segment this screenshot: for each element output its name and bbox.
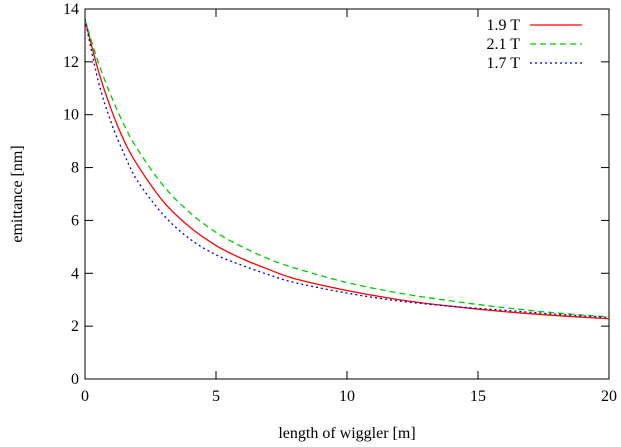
y-axis-label: emittance [nm] [9,145,26,242]
series-line-1 [84,19,610,320]
y-tick-label: 6 [71,212,79,229]
legend-label-2: 2.1 T [487,36,521,53]
y-tick-label: 14 [63,1,79,18]
x-tick-label: 20 [601,388,617,405]
y-tick-label: 4 [71,265,79,282]
x-tick-label: 0 [81,388,89,405]
y-tick-label: 10 [63,107,79,124]
y-tick-label: 12 [63,54,79,71]
x-tick-label: 5 [212,388,220,405]
x-tick-label: 15 [470,388,486,405]
axes: 0 5 10 15 20 0 2 4 6 8 10 12 14 [63,1,617,405]
x-axis-label: length of wiggler [m] [278,425,415,442]
plot-frame [84,8,610,380]
legend: 1.9 T 2.1 T 1.7 T [487,17,582,72]
series-line-3 [84,19,610,319]
y-tick-label: 0 [71,371,79,388]
series-lines [84,19,610,320]
legend-label-1: 1.9 T [487,17,521,34]
series-line-2 [84,19,610,318]
legend-label-3: 1.7 T [487,55,521,72]
x-tick-label: 10 [339,388,355,405]
y-tick-label: 8 [71,160,79,177]
y-tick-label: 2 [71,318,79,335]
